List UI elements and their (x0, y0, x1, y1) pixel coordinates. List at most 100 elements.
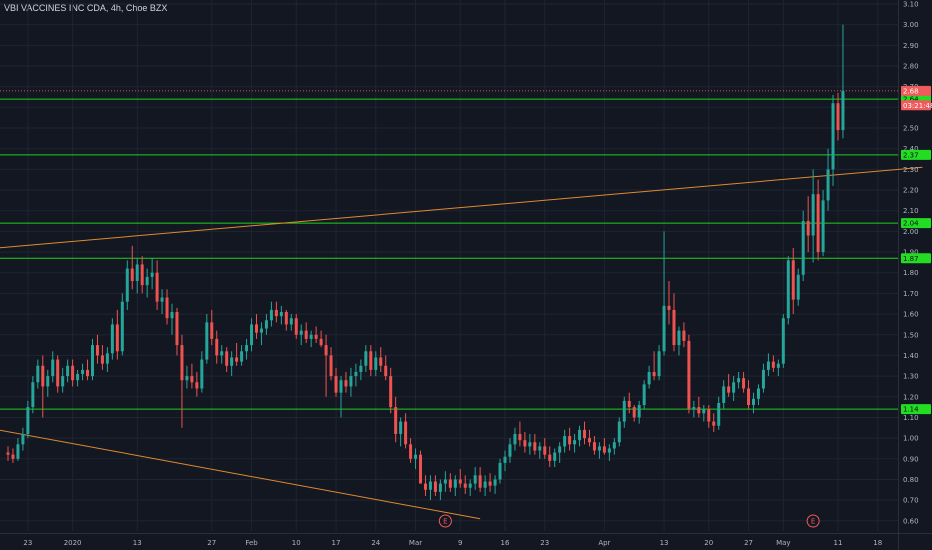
trend-line[interactable] (0, 166, 923, 249)
countdown-label: 03:21:48 (903, 102, 932, 110)
candle-body (419, 454, 423, 484)
x-tick-label: 17 (332, 539, 341, 547)
candle-body (563, 436, 567, 447)
candle-body (16, 444, 20, 459)
candle-body (697, 407, 701, 414)
earnings-label: E (811, 518, 815, 526)
candle-body (553, 452, 557, 461)
candle-body (587, 438, 591, 443)
level-price-tag (901, 218, 931, 229)
level-price-tag (901, 404, 931, 415)
candle-body (672, 309, 676, 346)
level-price-label: 1.87 (903, 255, 919, 263)
level-price-tag (901, 149, 931, 160)
candle-body (637, 405, 641, 418)
x-tick-label: 27 (744, 539, 753, 547)
candle-body (200, 359, 204, 389)
candle-body (155, 272, 159, 302)
candle-body (657, 351, 661, 377)
x-tick-label: 27 (207, 539, 216, 547)
candle-body (414, 454, 418, 459)
candle-body (319, 338, 323, 346)
candle-body (230, 357, 234, 366)
y-tick-label: 3.10 (903, 1, 919, 9)
candle-body (349, 376, 353, 387)
candle-body (384, 365, 388, 377)
y-tick-label: 1.60 (903, 311, 919, 319)
candle-body (56, 359, 60, 387)
candle-body (747, 388, 751, 406)
y-tick-label: 1.00 (903, 435, 919, 443)
x-tick-label: 16 (501, 539, 510, 547)
candle-body (538, 446, 542, 451)
candle-body (61, 376, 65, 387)
candle-body (438, 483, 442, 492)
candle-body (195, 382, 199, 389)
candle-body (652, 371, 656, 377)
level-price-label: 1.14 (903, 406, 919, 414)
candle-body (692, 407, 696, 410)
candle-body (573, 440, 577, 445)
candle-body (468, 483, 472, 488)
candle-body (682, 330, 686, 341)
candle-body (90, 345, 94, 377)
level-price-label: 2.04 (903, 220, 919, 228)
candle-body (41, 365, 45, 387)
candle-body (607, 448, 611, 453)
candle-body (299, 330, 303, 335)
trend-line[interactable] (0, 429, 481, 520)
candle-body (528, 442, 532, 447)
x-tick-label: 20 (704, 539, 713, 547)
candle-body (220, 351, 224, 356)
y-tick-label: 2.20 (903, 187, 919, 195)
candle-body (826, 169, 830, 201)
candle-body (578, 429, 582, 441)
y-tick-label: 2.50 (903, 125, 919, 133)
candle-body (11, 454, 15, 459)
candle-body (190, 376, 194, 383)
x-tick-label: 24 (371, 539, 380, 547)
candle-body (160, 297, 164, 302)
candle-body (423, 483, 427, 490)
candle-body (632, 407, 636, 418)
candle-body (742, 378, 746, 389)
candle-body (125, 268, 129, 302)
candle-body (816, 194, 820, 253)
x-tick-label: Apr (598, 539, 610, 547)
x-tick-label: 11 (834, 539, 843, 547)
price-tags: 2.64 2.37 2.04 1.87 1.14 2.68 03:21:48 (901, 85, 932, 415)
candle-body (150, 272, 154, 277)
candle-body (269, 309, 273, 321)
earnings-icon[interactable] (806, 514, 820, 528)
y-tick-label: 0.90 (903, 455, 919, 463)
candle-body (533, 442, 537, 451)
candle-body (836, 103, 840, 131)
candle-body (374, 357, 378, 370)
earnings-icon[interactable] (438, 514, 452, 528)
candle-body (71, 365, 75, 381)
candle-body (130, 268, 134, 282)
earnings-label: E (443, 518, 447, 526)
candle-body (6, 452, 10, 455)
time-axis[interactable]: 23 2020 13 27 Feb 10 17 24 Mar 9 16 23 Apr 13 20 27 May 1… (23, 539, 882, 547)
support-levels[interactable] (0, 90, 898, 410)
y-tick-label: 1.90 (903, 249, 919, 257)
candle-body (473, 475, 477, 484)
level-price-label: 2.64 (903, 96, 919, 104)
candle-body (433, 481, 437, 492)
candle-body (314, 334, 318, 339)
y-tick-label: 0.60 (903, 517, 919, 525)
candle-body (761, 369, 765, 389)
candle-body (404, 421, 408, 445)
candle-body (796, 274, 800, 300)
chart-title: VBI VACCINES INC CDA, 4h, Choe BZX (4, 3, 168, 13)
candle-body (702, 409, 706, 414)
trend-lines[interactable] (0, 166, 923, 520)
candle-body (95, 345, 99, 356)
candle-body (309, 334, 313, 339)
candle-body (583, 429, 587, 439)
candle-body (394, 407, 398, 434)
